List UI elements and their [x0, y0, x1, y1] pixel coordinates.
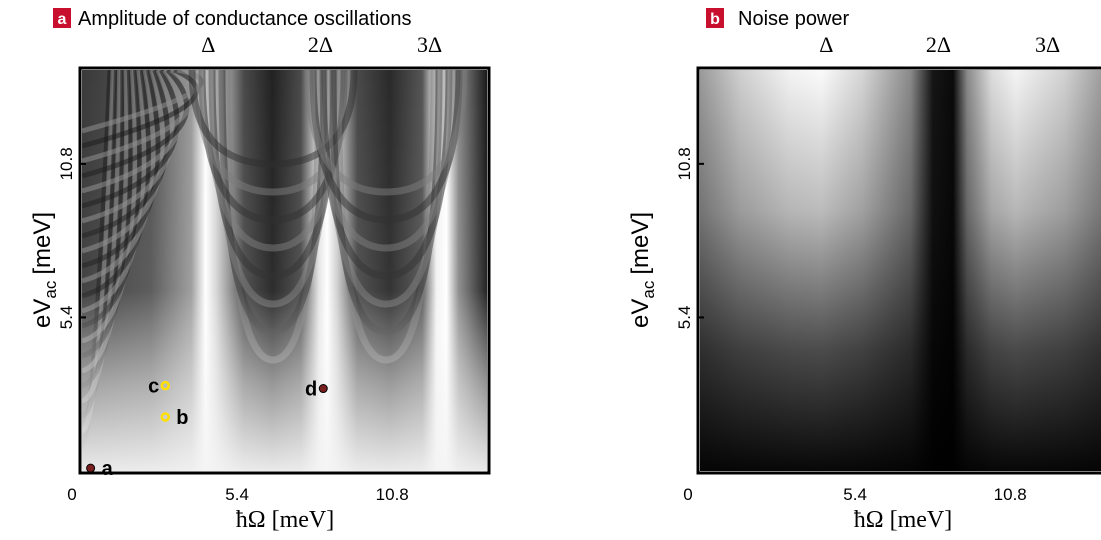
panel-b: b Noise power Δ 2Δ 3Δ 0 5.4 10.8 5.4 10.8 ħΩ … [627, 8, 1101, 533]
panel-a-y-axis-base: eV [29, 299, 56, 328]
panel-a-top-ticks: Δ 2Δ 3Δ [201, 32, 442, 57]
panel-a-title: Amplitude of conductance oscillations [78, 8, 412, 30]
point-label-a: a [102, 458, 114, 480]
panel-a-frame [78, 66, 491, 475]
panel-b-y-tick-1: 10.8 [675, 147, 694, 180]
point-label-d: d [305, 379, 317, 401]
panel-a-top-tick-1: 2Δ [308, 32, 333, 57]
point-label-b: b [176, 407, 188, 429]
panel-a-x-axis-label: ħΩ [meV] [236, 507, 334, 533]
panel-b-x-tick-2: 10.8 [994, 485, 1027, 504]
panel-a-y-ticks: 5.4 10.8 [57, 147, 86, 329]
panel-a-y-axis-sub: ac [41, 280, 60, 298]
panel-a-points: a bc d [86, 376, 328, 480]
panel-a-badge [53, 8, 71, 28]
panel-b-y-ticks: 5.4 10.8 [675, 147, 704, 329]
panel-b-top-tick-0: Δ [819, 32, 833, 57]
panel-b-y-axis-base: eV [627, 299, 654, 328]
panel-b-top-tick-2: 3Δ [1035, 32, 1060, 57]
panel-b-y-axis-unit: [meV] [627, 212, 654, 275]
panel-a-x-ticks: 0 5.4 10.8 [67, 485, 408, 504]
point-a [86, 463, 96, 473]
panel-b-x-tick-1: 5.4 [843, 485, 867, 504]
panel-b-heatmap-shade [700, 70, 1101, 471]
panel-b-y-axis-sub: ac [639, 280, 658, 298]
panel-b-top-tick-1: 2Δ [926, 32, 951, 57]
panel-b-title: Noise power [738, 8, 850, 30]
panel-b-y-axis-label: eVac [meV] [627, 212, 658, 328]
point-d [318, 384, 328, 394]
panel-b-heatmap [700, 70, 1101, 471]
panel-a: a Amplitude of conductance oscillations … [29, 8, 491, 533]
panel-a-heatmap-fade [82, 70, 487, 471]
panel-a-top-tick-2: 3Δ [417, 32, 442, 57]
panel-a-y-axis-label: eVac [meV] [29, 212, 60, 328]
panel-a-letter: a [58, 11, 67, 28]
panel-b-frame [696, 66, 1101, 475]
point-label-c: c [148, 376, 159, 398]
panel-b-badge [706, 8, 724, 28]
panel-b-x-ticks: 0 5.4 10.8 [683, 485, 1026, 504]
panel-b-x-axis-label: ħΩ [meV] [854, 507, 952, 533]
panel-a-y-tick-1: 10.8 [57, 147, 76, 180]
panel-a-y-tick-0: 5.4 [57, 306, 76, 330]
panel-a-x-tick-1: 5.4 [225, 485, 249, 504]
panel-a-x-tick-2: 10.8 [376, 485, 409, 504]
panel-a-heatmap [82, 70, 487, 471]
point-c [160, 380, 171, 391]
panel-a-y-axis-unit: [meV] [29, 212, 56, 275]
point-b [160, 412, 171, 422]
panel-b-letter: b [710, 11, 720, 28]
panel-a-x-tick-0: 0 [67, 485, 76, 504]
panel-b-top-ticks: Δ 2Δ 3Δ [819, 32, 1060, 57]
panel-b-y-tick-0: 5.4 [675, 306, 694, 330]
panel-a-top-tick-0: Δ [201, 32, 215, 57]
panel-b-x-tick-0: 0 [683, 485, 692, 504]
